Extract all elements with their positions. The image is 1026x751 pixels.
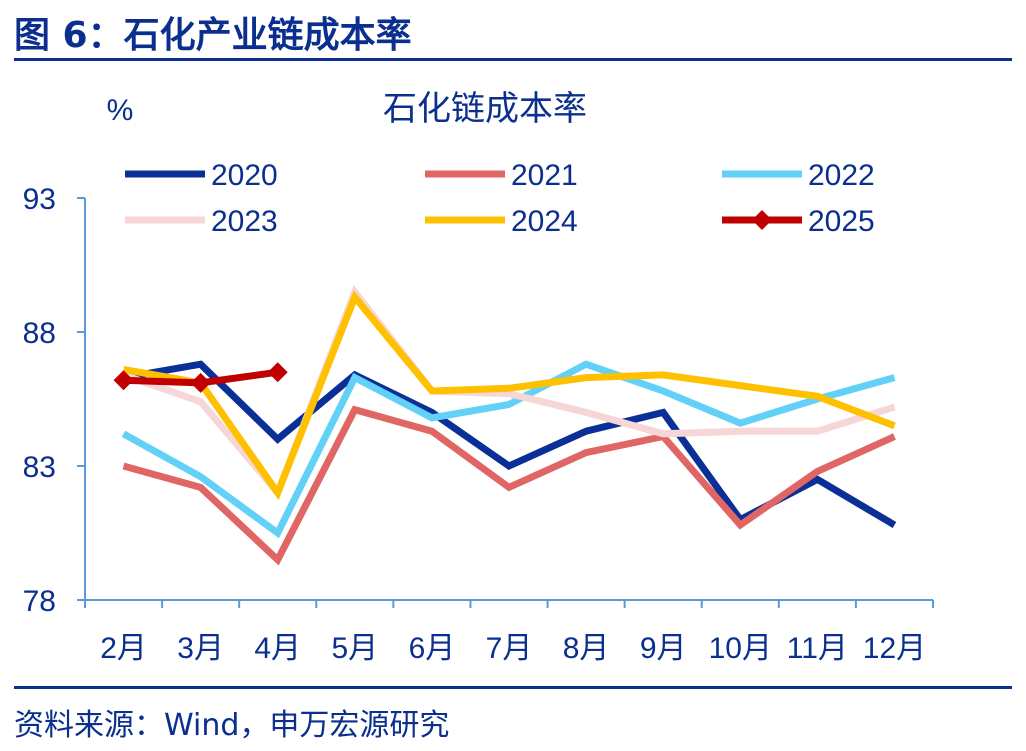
data-point-2025: [267, 362, 288, 383]
y-tick-label: 78: [23, 585, 56, 618]
y-axis-unit: %: [107, 94, 134, 127]
line-chart: % 石化链成本率 2020 2021 2022 2023 2024 2025 78 83 88…: [23, 90, 934, 665]
x-tick-label: 4月: [254, 632, 301, 665]
title-rule: [14, 58, 1012, 61]
series-lines: [113, 284, 897, 566]
x-tick-label: 9月: [640, 632, 687, 665]
legend-label-2022: 2022: [808, 159, 875, 192]
series-line-2021: [122, 405, 896, 566]
series-line-2022: [121, 360, 896, 539]
y-tick-label: 83: [23, 451, 56, 484]
x-tick-label: 7月: [486, 632, 533, 665]
legend-label-2025: 2025: [808, 205, 875, 238]
data-point-2025: [113, 370, 134, 391]
x-tick-label: 6月: [409, 632, 456, 665]
y-tick-label: 93: [23, 183, 56, 216]
chart-title: 石化链成本率: [383, 90, 587, 128]
axes: [77, 197, 934, 608]
legend: 2020 2021 2022 2023 2024 2025: [125, 159, 875, 238]
x-tick-label: 5月: [331, 632, 378, 665]
figure-title: 图 6：石化产业链成本率: [14, 15, 412, 56]
legend-label-2023: 2023: [211, 205, 278, 238]
legend-label-2020: 2020: [211, 159, 278, 192]
legend-label-2024: 2024: [511, 205, 578, 238]
y-tick-label: 88: [23, 317, 56, 350]
legend-label-2021: 2021: [511, 159, 578, 192]
x-tick-label: 11月: [787, 632, 848, 665]
legend-marker-2025: [752, 210, 772, 230]
x-tick-label: 10月: [709, 632, 772, 665]
series-line-2024: [122, 290, 896, 501]
data-point-2025: [190, 372, 211, 393]
x-tick-label: 2月: [100, 632, 147, 665]
x-tick-label: 12月: [863, 632, 926, 665]
x-tick-label: 8月: [563, 632, 610, 665]
series-line-2023: [122, 284, 896, 500]
tick-labels: 78 83 88 93 2月 3月 4月 5月 6月 7月 8月 9月 10月 11月 12月: [23, 183, 927, 665]
x-tick-label: 3月: [177, 632, 224, 665]
source-note: 资料来源：Wind，申万宏源研究: [14, 708, 450, 743]
footer-rule: [14, 686, 1012, 689]
